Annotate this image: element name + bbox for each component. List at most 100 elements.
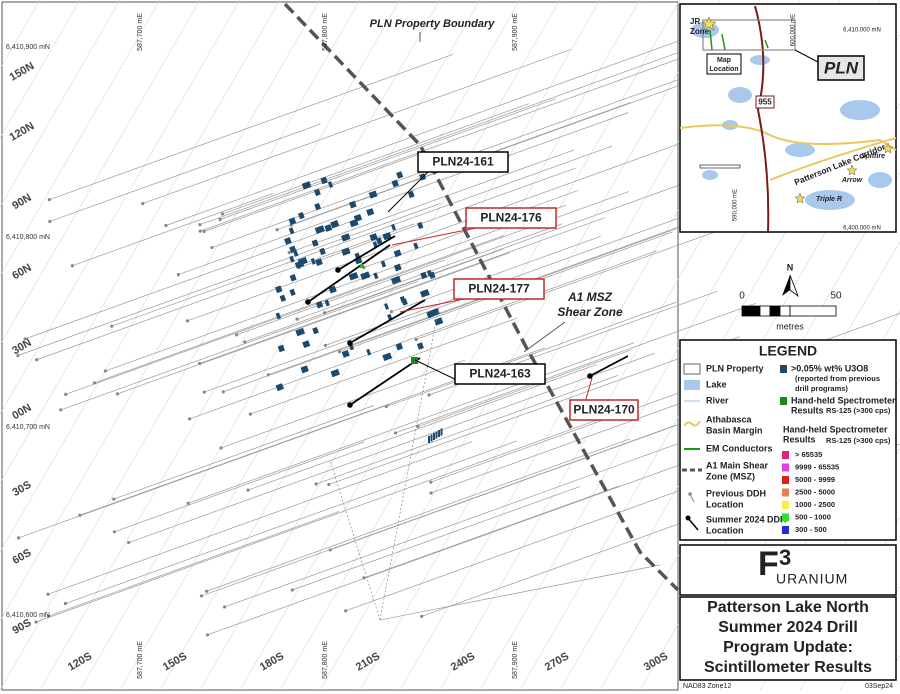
inset-lake bbox=[702, 170, 718, 180]
previous-ddh-trace bbox=[250, 317, 518, 415]
legend-label: EM Conductors bbox=[706, 443, 773, 453]
previous-ddh-collar bbox=[275, 228, 279, 232]
u3o8-interval bbox=[348, 272, 359, 281]
inset-lake bbox=[840, 100, 880, 120]
u3o8-interval bbox=[330, 368, 340, 378]
previous-ddh-trace bbox=[204, 283, 505, 393]
legend-bin-swatch bbox=[782, 488, 789, 497]
u3o8-interval bbox=[375, 237, 383, 245]
logo-frame bbox=[679, 544, 897, 596]
legend-bin-label: 2500 - 5000 bbox=[795, 487, 835, 496]
u3o8-interval bbox=[289, 288, 296, 296]
section-line bbox=[319, 0, 721, 691]
u3o8-interval bbox=[277, 344, 285, 353]
inset-lake bbox=[805, 190, 855, 210]
previous-ddh-trace bbox=[363, 485, 620, 579]
previous-ddh-trace bbox=[395, 302, 756, 434]
u3o8-interval bbox=[419, 289, 430, 298]
u3o8-interval bbox=[393, 249, 402, 258]
previous-ddh-collar bbox=[314, 482, 318, 486]
previous-ddh-trace bbox=[178, 112, 629, 275]
trace bbox=[379, 564, 661, 621]
title-line: Scintillometer Results bbox=[704, 659, 872, 676]
previous-ddh-collar bbox=[290, 588, 294, 592]
previous-ddh-trace bbox=[204, 152, 423, 232]
legend-label: A1 Main Shear bbox=[706, 460, 769, 470]
u3o8-interval bbox=[360, 271, 371, 280]
previous-ddh-collar bbox=[416, 425, 420, 429]
u3o8-interval bbox=[396, 171, 404, 179]
legend: LEGEND PLN Property Lake River AthabascaBasi… bbox=[679, 339, 897, 541]
inset-lake bbox=[728, 87, 752, 103]
inset-hwy: 955 bbox=[758, 98, 772, 107]
u3o8-interval bbox=[301, 181, 312, 190]
u3o8-interval bbox=[416, 342, 424, 350]
previous-ddh-collar bbox=[47, 198, 51, 202]
previous-ddh-collar bbox=[222, 605, 227, 609]
u3o8-interval bbox=[279, 294, 287, 302]
previous-ddh-collar bbox=[103, 369, 107, 373]
inset-lake bbox=[750, 55, 770, 65]
inset-lake bbox=[785, 143, 815, 157]
previous-ddh-collar bbox=[389, 310, 394, 314]
u3o8-interval bbox=[349, 200, 357, 209]
legend-label: Athabasca bbox=[706, 414, 753, 424]
section-line bbox=[0, 0, 361, 622]
summer-2024-ddh bbox=[307, 244, 391, 303]
u3o8-interval bbox=[380, 260, 387, 268]
previous-ddh-trace bbox=[105, 204, 567, 372]
inset-northing: 6,400,000 mN bbox=[843, 226, 881, 232]
u3o8-interval bbox=[369, 233, 378, 242]
summer-2024-ddh bbox=[589, 355, 629, 377]
u3o8-interval bbox=[313, 188, 321, 197]
summer-2024-collar bbox=[347, 402, 353, 408]
previous-ddh-collar bbox=[344, 609, 348, 613]
previous-ddh-collar bbox=[429, 491, 433, 495]
callout-label: PLN24-177 bbox=[468, 282, 530, 296]
previous-ddh-collar bbox=[246, 488, 250, 492]
u3o8-interval bbox=[428, 436, 430, 443]
previous-ddh-collar bbox=[186, 501, 190, 505]
previous-ddh-collar bbox=[64, 392, 68, 396]
previous-ddh-trace bbox=[417, 349, 632, 427]
logo-word: URANIUM bbox=[776, 571, 848, 587]
inset-deposit: Spitfire bbox=[861, 153, 885, 160]
scale-bar bbox=[779, 305, 791, 317]
legend-label: Hand-held Spectrometer bbox=[791, 395, 896, 405]
scale-bar bbox=[769, 305, 781, 317]
previous-ddh-collar bbox=[287, 250, 291, 255]
callout-label: PLN24-170 bbox=[573, 403, 635, 417]
inset-hwy-box bbox=[755, 95, 775, 109]
previous-ddh-trace bbox=[47, 441, 473, 595]
legend-label: PLN Property bbox=[706, 363, 764, 373]
property-boundary bbox=[283, 2, 680, 592]
legend-bin-label: 300 - 500 bbox=[795, 525, 827, 534]
previous-ddh-collar bbox=[176, 272, 180, 277]
previous-ddh-trace bbox=[49, 53, 454, 200]
legend-title: LEGEND bbox=[759, 343, 817, 359]
previous-ddh-trace bbox=[201, 424, 676, 597]
u3o8-interval bbox=[289, 274, 297, 282]
inset-star bbox=[701, 16, 717, 31]
u3o8-interval bbox=[382, 352, 393, 361]
callout-label: PLN24-163 bbox=[469, 367, 531, 381]
legend-label: Hand-held Spectrometer bbox=[783, 424, 888, 434]
legend-symbol bbox=[688, 492, 692, 496]
previous-ddh-trace bbox=[430, 399, 690, 494]
previous-ddh-collar bbox=[220, 212, 225, 216]
scale-bar bbox=[759, 305, 771, 317]
u3o8-interval bbox=[315, 258, 323, 267]
previous-ddh-collar bbox=[337, 350, 342, 354]
previous-ddh-collar bbox=[16, 536, 21, 540]
summer-2024-collar bbox=[587, 373, 593, 379]
u3o8-interval bbox=[420, 271, 428, 280]
legend-label: Zone (MSZ) bbox=[706, 471, 755, 481]
previous-ddh-collar bbox=[46, 614, 51, 618]
previous-ddh-collar bbox=[70, 264, 74, 268]
title-frame bbox=[679, 596, 897, 681]
u3o8-interval bbox=[315, 300, 324, 309]
previous-ddh-collar bbox=[112, 497, 116, 501]
previous-ddh-collar bbox=[112, 530, 117, 534]
previous-ddh-trace bbox=[207, 441, 745, 636]
legend-symbol bbox=[685, 515, 691, 521]
